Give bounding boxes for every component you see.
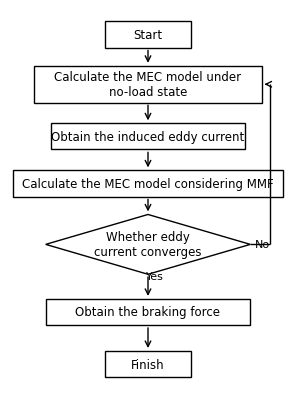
FancyBboxPatch shape bbox=[34, 67, 262, 103]
FancyBboxPatch shape bbox=[105, 22, 191, 49]
Text: Calculate the MEC model considering MMF: Calculate the MEC model considering MMF bbox=[22, 178, 274, 190]
Polygon shape bbox=[46, 215, 250, 275]
Text: Finish: Finish bbox=[131, 358, 165, 371]
Text: Obtain the braking force: Obtain the braking force bbox=[75, 306, 221, 319]
FancyBboxPatch shape bbox=[46, 299, 250, 325]
FancyBboxPatch shape bbox=[105, 351, 191, 377]
FancyBboxPatch shape bbox=[13, 171, 283, 197]
FancyBboxPatch shape bbox=[52, 124, 244, 150]
Text: Calculate the MEC model under
no-load state: Calculate the MEC model under no-load st… bbox=[54, 71, 242, 99]
Text: Whether eddy
current converges: Whether eddy current converges bbox=[94, 231, 202, 259]
Text: Yes: Yes bbox=[146, 271, 164, 281]
Text: Start: Start bbox=[133, 28, 163, 41]
Text: No: No bbox=[255, 240, 270, 250]
Text: Obtain the induced eddy current: Obtain the induced eddy current bbox=[52, 130, 244, 144]
